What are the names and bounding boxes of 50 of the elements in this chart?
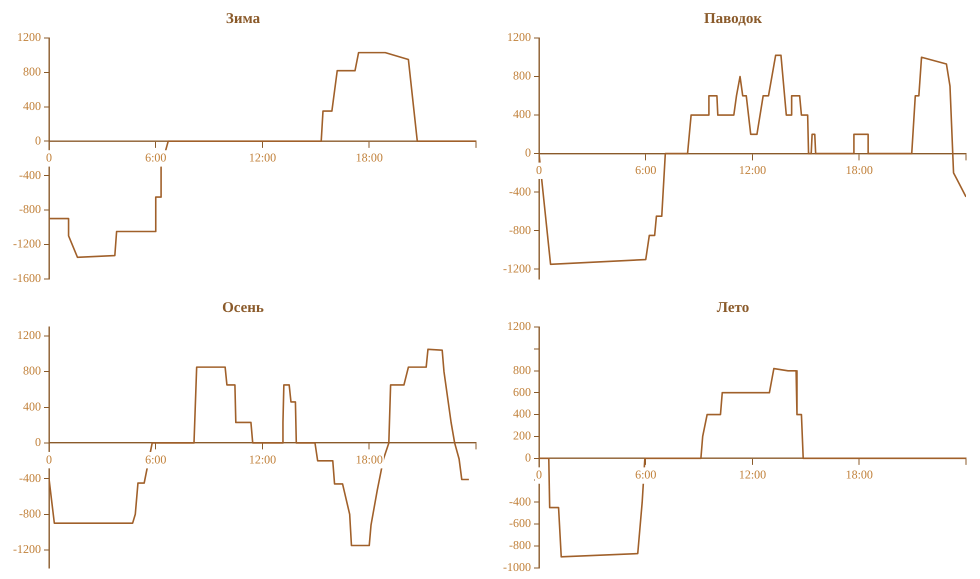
y-tick-label: 1200 bbox=[506, 30, 531, 44]
y-tick-label: -400 bbox=[18, 168, 41, 182]
chart-title: Осень bbox=[222, 300, 264, 316]
y-tick-label: -1000 bbox=[502, 560, 531, 574]
y-tick-label: 400 bbox=[22, 399, 41, 414]
x-tick-label: 18:00 bbox=[846, 468, 873, 482]
y-tick-label: 1200 bbox=[16, 328, 41, 342]
x-tick-label: 12:00 bbox=[738, 468, 766, 482]
y-tick-label: 0 bbox=[34, 435, 41, 450]
x-tick-label: 6:00 bbox=[145, 150, 166, 165]
y-tick-label: -800 bbox=[18, 202, 41, 216]
y-tick-label: 1200 bbox=[16, 30, 41, 44]
y-tick-label: -400 bbox=[508, 494, 531, 508]
x-tick-label: 6:00 bbox=[145, 452, 166, 466]
y-tick-label: 400 bbox=[22, 98, 41, 113]
y-tick-label: -400 bbox=[508, 184, 531, 198]
y-tick-label: 800 bbox=[22, 364, 41, 378]
x-tick-label: 6:00 bbox=[635, 162, 656, 177]
x-tick-label: 0 bbox=[536, 468, 542, 482]
x-tick-label: 6:00 bbox=[635, 468, 656, 482]
y-tick-label: 1200 bbox=[506, 319, 531, 334]
chart-title: Паводок bbox=[704, 10, 762, 27]
x-tick-label: 12:00 bbox=[248, 150, 276, 165]
chart-title: Лето bbox=[716, 300, 750, 316]
chart-title: Зима bbox=[226, 10, 261, 27]
y-tick-label: 400 bbox=[512, 406, 531, 421]
x-tick-label: 18:00 bbox=[356, 150, 383, 165]
y-tick-label: -600 bbox=[508, 516, 531, 530]
y-tick-label: -1200 bbox=[12, 542, 41, 556]
x-tick-label: 12:00 bbox=[248, 452, 276, 466]
y-tick-label: 0 bbox=[34, 133, 41, 148]
y-tick-label: -400 bbox=[18, 470, 41, 485]
y-tick-label: 200 bbox=[512, 428, 531, 443]
y-tick-label: 800 bbox=[22, 64, 41, 79]
y-tick-label: -800 bbox=[508, 222, 531, 237]
x-tick-label: 18:00 bbox=[846, 162, 873, 177]
x-tick-label: 0 bbox=[536, 162, 542, 177]
y-tick-label: -1200 bbox=[502, 261, 531, 276]
y-tick-label: 800 bbox=[512, 362, 531, 377]
y-tick-label: 800 bbox=[512, 68, 531, 83]
y-tick-label: -800 bbox=[18, 506, 41, 520]
x-tick-label: 0 bbox=[46, 452, 52, 466]
y-tick-label: -800 bbox=[508, 538, 531, 552]
x-tick-label: 18:00 bbox=[356, 452, 383, 466]
y-tick-label: 600 bbox=[512, 384, 531, 399]
x-tick-label: 0 bbox=[46, 150, 52, 165]
y-tick-label: -1200 bbox=[12, 236, 41, 251]
x-tick-label: 12:00 bbox=[738, 162, 766, 177]
y-tick-label: -1600 bbox=[12, 270, 41, 285]
y-tick-label: 400 bbox=[512, 107, 531, 122]
